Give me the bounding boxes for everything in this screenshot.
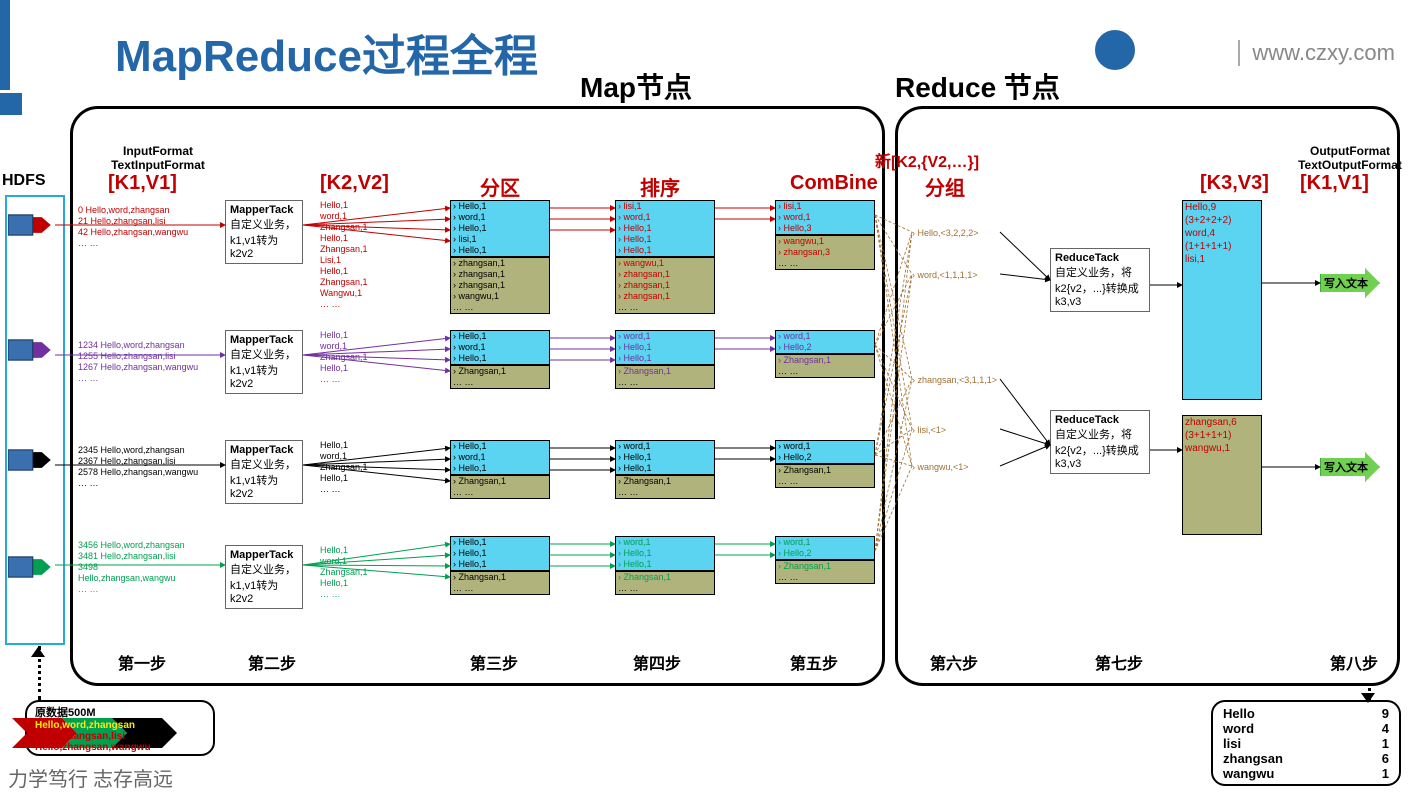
column-kv: 分组 (925, 172, 965, 201)
group-item: › Hello,<3,2,2,2> (912, 228, 979, 239)
step-label: 第八步 (1330, 650, 1378, 674)
result-row: lisi1 (1223, 736, 1389, 751)
group-item: › lisi,<1> (912, 425, 946, 436)
stage-olive-box: › Zhangsan,1… … (775, 560, 875, 584)
reduce-section: Reduce 节点 (895, 66, 1060, 106)
step-label: 第一步 (118, 650, 166, 674)
step-label: 第四步 (633, 650, 681, 674)
mapper-task-box: MapperTack自定义业务，k1,v1转为k2v2 (225, 440, 303, 504)
disk-icon (8, 552, 53, 582)
stage-cyan-box: › word,1› Hello,2 (775, 330, 875, 354)
result-row: Hello9 (1223, 706, 1389, 721)
accent-bar (0, 0, 10, 90)
stage-cyan-box: › word,1› Hello,2 (775, 536, 875, 560)
raw-line: Hello,zhangsan,wangwu (35, 742, 205, 753)
stage-olive-box: › Zhangsan,1… … (450, 365, 550, 389)
mapper-task-box: MapperTack自定义业务，k1,v1转为k2v2 (225, 200, 303, 264)
k3v3-box: zhangsan,6(3+1+1+1)wangwu,1 (1182, 415, 1262, 535)
step-label: 第三步 (470, 650, 518, 674)
hdfs-record: 1234 Hello,word,zhangsan1255 Hello,zhang… (78, 340, 223, 384)
disk-icon (8, 335, 53, 365)
map-node-box (70, 106, 885, 686)
stage-olive-box: › Zhangsan,1… … (775, 354, 875, 378)
step-label: 第七步 (1095, 650, 1143, 674)
page-title: MapReduce过程全程 (115, 20, 538, 84)
school-logo (1095, 30, 1135, 70)
stage-cyan-box: › Hello,1› Hello,1› Hello,1 (450, 536, 550, 571)
stage-cyan-box: › word,1› Hello,1› Hello,1 (615, 536, 715, 571)
column-kv: 分区 (480, 172, 520, 201)
step-label: 第六步 (930, 650, 978, 674)
column-kv: ComBine (790, 172, 878, 195)
stage-cyan-box: › word,1› Hello,1› Hello,1 (615, 330, 715, 365)
result-box: Hello9word4lisi1zhangsan6wangwu1 (1211, 700, 1401, 786)
stage-olive-box: › wangwu,1› zhangsan,1› zhangsan,1› zhan… (615, 257, 715, 314)
k3v3-box: Hello,9(3+2+2+2)word,4(1+1+1+1)lisi,1 (1182, 200, 1262, 400)
stage-olive-box: › Zhangsan,1… … (775, 464, 875, 488)
group-item: › word,<1,1,1,1> (912, 270, 978, 281)
raw-line: Hello,zhangsan,lisi (35, 731, 205, 742)
mapper-task-box: MapperTack自定义业务，k1,v1转为k2v2 (225, 545, 303, 609)
stage-olive-box: › zhangsan,1› zhangsan,1› zhangsan,1› wa… (450, 257, 550, 314)
mapper-task-box: MapperTack自定义业务，k1,v1转为k2v2 (225, 330, 303, 394)
column-prefix: 新[K2,{V2,…}] (875, 148, 979, 172)
stage-olive-box: › Zhangsan,1… … (450, 571, 550, 595)
raw-line: Hello,word,zhangsan (35, 720, 205, 731)
k2v2-block: Hello,1word,1Zhangsan,1Hello,1… … (320, 330, 400, 385)
map-section: Map节点 (580, 66, 692, 106)
group-item: › zhangsan,<3,1,1,1> (912, 375, 997, 386)
hdfs-record: 2345 Hello,word,zhangsan2367 Hello,zhang… (78, 445, 223, 489)
k2v2-block: Hello,1word,1Zhangsan,1Hello,1… … (320, 545, 400, 600)
stage-olive-box: › Zhangsan,1… … (615, 475, 715, 499)
column-format: OutputFormatTextOutputFormat (1280, 144, 1415, 172)
result-row: wangwu1 (1223, 766, 1389, 781)
stage-olive-box: › Zhangsan,1… … (615, 365, 715, 389)
step-label: 第二步 (248, 650, 296, 674)
hdfs-record: 0 Hello,word,zhangsan21 Hello,zhangsan,l… (78, 205, 223, 249)
column-kv: 排序 (640, 172, 680, 201)
stage-cyan-box: › word,1› Hello,1› Hello,1 (615, 440, 715, 475)
k2v2-block: Hello,1word,1Zhangsan,1Hello,1… … (320, 440, 400, 495)
result-row: word4 (1223, 721, 1389, 736)
step-label: 第五步 (790, 650, 838, 674)
disk-icon (8, 445, 53, 475)
stage-olive-box: › Zhangsan,1… … (615, 571, 715, 595)
column-kv: [K2,V2] (320, 172, 389, 195)
raw-data-box: 原数据500M Hello,word,zhangsan Hello,zhangs… (25, 700, 215, 756)
reduce-task-box: ReduceTack自定义业务，将k2{v2，...}转换成k3,v3 (1050, 248, 1150, 312)
stage-olive-box: › wangwu,1› zhangsan,3… … (775, 235, 875, 270)
column-kv: [K1,V1] (108, 172, 177, 195)
result-row: zhangsan6 (1223, 751, 1389, 766)
stage-cyan-box: › Hello,1› word,1› Hello,1 (450, 330, 550, 365)
column-format: InputFormatTextInputFormat (88, 144, 228, 172)
stage-cyan-box: › lisi,1› word,1› Hello,1› Hello,1› Hell… (615, 200, 715, 257)
column-kv: [K1,V1] (1300, 172, 1369, 195)
k2v2-block: Hello,1word,1Zhangsan,1Hello,1Zhangsan,1… (320, 200, 400, 310)
stage-cyan-box: › lisi,1› word,1› Hello,3 (775, 200, 875, 235)
accent-square (0, 93, 22, 115)
stage-cyan-box: › Hello,1› word,1› Hello,1 (450, 440, 550, 475)
stage-cyan-box: › word,1› Hello,2 (775, 440, 875, 464)
stage-cyan-box: › Hello,1› word,1› Hello,1› lisi,1› Hell… (450, 200, 550, 257)
stage-olive-box: › Zhangsan,1… … (450, 475, 550, 499)
footer-motto: 力学笃行 志存高远 (8, 763, 173, 792)
disk-icon (8, 210, 53, 240)
reduce-task-box: ReduceTack自定义业务，将k2{v2，...}转换成k3,v3 (1050, 410, 1150, 474)
hdfs-label: HDFS (2, 172, 46, 190)
site-url: www.czxy.com (1238, 40, 1395, 66)
column-kv: [K3,V3] (1200, 172, 1269, 195)
group-item: › wangwu,<1> (912, 462, 969, 473)
arrow-up-icon (31, 640, 45, 657)
hdfs-record: 3456 Hello,word,zhangsan3481 Hello,zhang… (78, 540, 223, 595)
